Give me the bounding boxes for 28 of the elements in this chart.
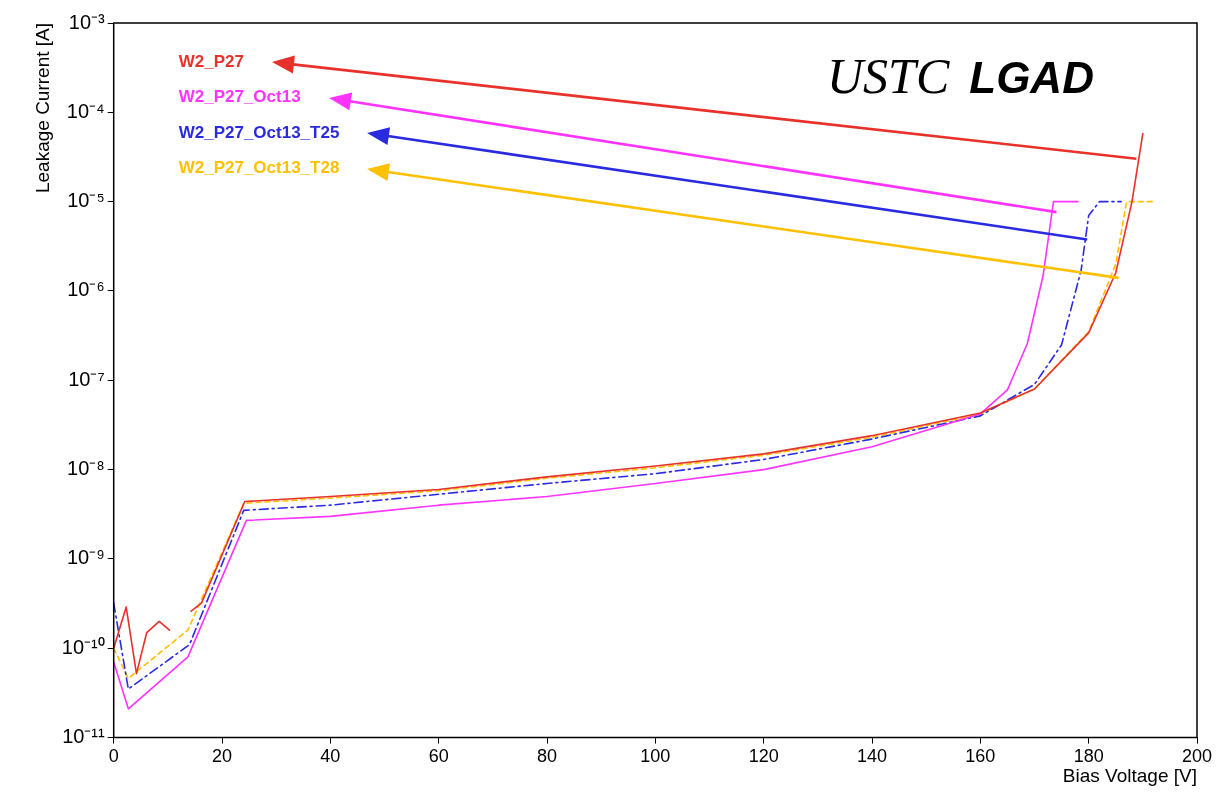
y-tick-label: 10⁻⁸ (67, 457, 105, 480)
x-tick-label: 180 (1073, 746, 1104, 767)
y-tick-label: 10⁻¹¹ (62, 725, 106, 748)
legend-label: W2_P27 (178, 51, 244, 71)
x-tick-label: 0 (108, 746, 119, 767)
x-axis-title: Bias Voltage [V] (1062, 764, 1197, 786)
legend-label: W2_P27_Oct13_T28 (178, 158, 340, 178)
y-tick-label: 10⁻¹⁰ (61, 635, 105, 658)
y-axis-title: Leakage Current [A] (31, 23, 53, 194)
y-tick-label: 10⁻⁷ (68, 367, 105, 390)
x-tick-label: 80 (537, 746, 558, 767)
y-tick-label: 10⁻³ (68, 10, 106, 33)
x-tick-label: 40 (320, 746, 341, 767)
x-tick-label: 100 (640, 746, 671, 767)
x-tick-label: 160 (965, 746, 996, 767)
annotation: USTC (827, 48, 950, 104)
legend-label: W2_P27_Oct13 (178, 87, 301, 107)
y-tick-label: 10⁻⁵ (67, 189, 105, 212)
x-tick-label: 200 (1181, 746, 1213, 767)
annotation: LGAD (969, 53, 1094, 102)
x-tick-label: 120 (748, 746, 779, 767)
x-tick-label: 20 (212, 746, 233, 767)
y-tick-label: 10⁻⁹ (66, 546, 105, 569)
x-tick-label: 60 (428, 746, 449, 767)
y-tick-label: 10⁻⁶ (67, 278, 105, 301)
y-tick-label: 10⁻⁴ (66, 99, 105, 122)
legend-label: W2_P27_Oct13_T25 (178, 122, 340, 142)
x-tick-label: 140 (856, 746, 888, 767)
